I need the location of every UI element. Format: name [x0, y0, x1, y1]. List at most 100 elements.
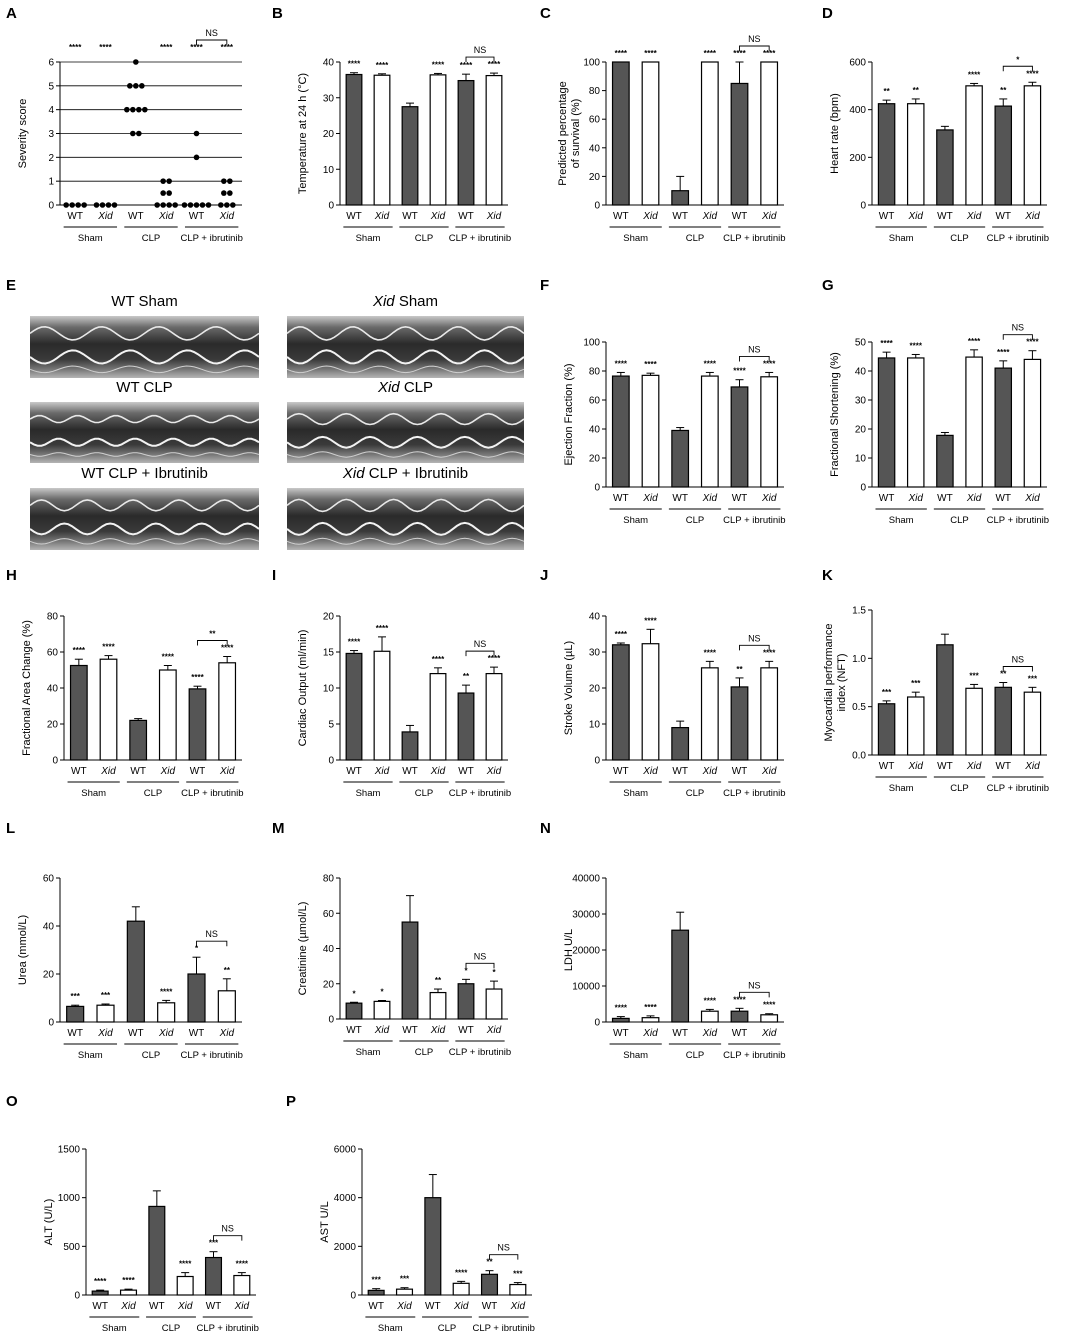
wall-trace-upper — [286, 498, 525, 513]
category-label: WT — [149, 1301, 165, 1312]
category-label: Xid — [1024, 211, 1040, 222]
group-label: CLP + ibrutinib — [449, 788, 511, 799]
bar — [994, 105, 1013, 206]
category-label: Xid — [908, 211, 924, 222]
category-label: WT — [71, 766, 87, 777]
significance-stars: **** — [968, 337, 981, 346]
category-label: Xid — [1024, 761, 1040, 772]
data-point — [130, 130, 136, 137]
group-label: Sham — [623, 515, 648, 526]
bar — [429, 74, 447, 206]
category-label: WT — [368, 1301, 384, 1312]
bar — [671, 726, 690, 761]
bar — [936, 129, 954, 206]
bar — [906, 696, 925, 756]
echo-caption-group: WT — [81, 465, 104, 482]
bar — [96, 1004, 115, 1023]
comparison-bracket — [1002, 666, 1033, 672]
significance-stars: ** — [463, 672, 470, 681]
group-label: CLP — [415, 788, 433, 799]
data-point — [75, 202, 81, 208]
comparison-bracket — [465, 650, 495, 657]
significance-stars: **** — [460, 61, 473, 70]
significance-stars: **** — [704, 648, 717, 657]
group-label: CLP + ibrutinib — [180, 1050, 242, 1061]
category-label: WT — [458, 1025, 474, 1036]
significance-stars: *** — [882, 688, 892, 697]
category-label: Xid — [761, 1028, 777, 1039]
group-label: CLP + ibrutinib — [723, 1050, 785, 1061]
y-axis-title: Myocardial performanceindex (NFT) — [823, 624, 848, 742]
bar — [965, 687, 983, 756]
bar — [373, 74, 391, 206]
wall-trace-upper — [29, 414, 260, 424]
y-tick-label: 10 — [323, 165, 335, 176]
echo-image — [29, 488, 260, 550]
group-label: Sham — [889, 515, 914, 526]
group-label: CLP + ibrutinib — [449, 1047, 511, 1058]
data-point — [93, 202, 100, 208]
data-point — [166, 202, 172, 208]
y-tick-label: 0 — [594, 756, 600, 767]
wall-trace-outer — [29, 365, 260, 374]
panel-C: C 0 20 40 60 80 100 Predicted percentageof surv… — [540, 5, 786, 244]
y-tick-label: 30000 — [572, 910, 600, 921]
echo-caption: WT Sham — [111, 293, 177, 310]
panel-letter: D — [822, 5, 833, 22]
bar — [671, 929, 690, 1023]
y-axis-title-line: Temperature at 24 h (°C) — [297, 73, 309, 194]
category-label: Xid — [702, 211, 718, 222]
y-tick-label: 2 — [48, 153, 54, 164]
data-point — [111, 202, 118, 208]
y-tick-label: 40 — [589, 612, 601, 623]
group-label: Sham — [78, 233, 103, 244]
category-label: WT — [346, 211, 362, 222]
bar — [457, 692, 475, 761]
bar — [671, 429, 690, 488]
bar — [641, 374, 660, 488]
significance-stars: **** — [644, 49, 657, 58]
echo-caption: Xid CLP + Ibrutinib — [342, 465, 468, 482]
significance-stars: * — [195, 944, 199, 953]
data-point — [187, 202, 194, 208]
data-point — [160, 202, 166, 208]
bracket-label: NS — [1012, 323, 1025, 333]
data-point — [230, 202, 236, 208]
bar — [204, 1256, 223, 1296]
significance-stars: **** — [733, 49, 746, 58]
group-label: CLP + ibrutinib — [723, 233, 785, 244]
category-label: Xid — [702, 1028, 718, 1039]
data-point — [205, 202, 212, 208]
y-tick-label: 4 — [48, 105, 54, 116]
bar — [877, 357, 896, 488]
significance-stars: * — [492, 968, 496, 977]
y-tick-label: 20 — [589, 684, 601, 695]
echo-image — [29, 402, 260, 463]
significance-stars: **** — [704, 359, 717, 368]
data-point — [81, 202, 87, 208]
category-label: Xid — [120, 1301, 136, 1312]
group-label: CLP + ibrutinib — [987, 233, 1049, 244]
comparison-bracket — [489, 1254, 519, 1260]
echo-caption: Xid CLP — [377, 379, 433, 396]
data-point — [136, 130, 142, 137]
bracket-label: NS — [748, 34, 761, 44]
group-label: CLP + ibrutinib — [196, 1323, 258, 1334]
bracket-label: NS — [1012, 655, 1025, 665]
y-tick-label: 0.5 — [852, 702, 866, 713]
significance-stars: ** — [1000, 86, 1007, 95]
category-label: WT — [937, 211, 953, 222]
echo-caption-group: Xid — [372, 293, 395, 310]
y-axis-title-line: LDH U/L — [563, 929, 575, 971]
significance-stars: **** — [221, 644, 234, 653]
y-axis-title-line: Creatinine (µmol/L) — [297, 902, 309, 996]
category-label: Xid — [219, 1028, 235, 1039]
significance-stars: **** — [1026, 69, 1039, 78]
significance-stars: **** — [376, 624, 389, 633]
bar — [906, 357, 925, 488]
bar — [485, 988, 503, 1020]
y-tick-label: 20 — [589, 172, 601, 183]
data-point — [136, 106, 142, 113]
comparison-bracket — [196, 39, 228, 45]
